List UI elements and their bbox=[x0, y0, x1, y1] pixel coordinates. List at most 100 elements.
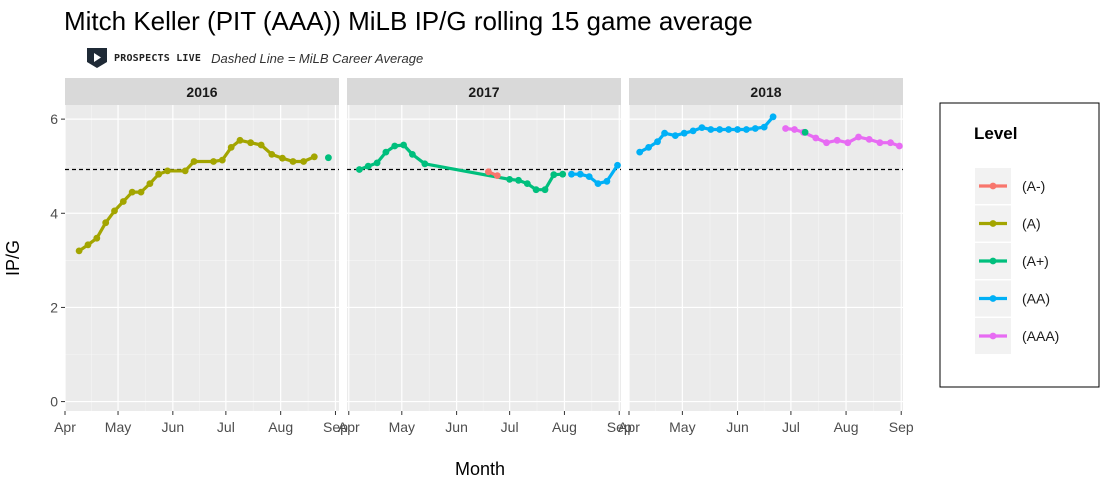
y-tick-label: 0 bbox=[50, 394, 58, 410]
x-tick-label: Sep bbox=[607, 419, 632, 435]
data-point-aplus bbox=[532, 186, 540, 194]
data-point-aa bbox=[645, 144, 652, 151]
legend-entry-label: (A+) bbox=[1022, 253, 1049, 269]
data-point-aa bbox=[585, 173, 593, 181]
x-tick-label: Jun bbox=[726, 419, 749, 435]
data-point-aa bbox=[743, 126, 750, 133]
legend-entry-aa: (AA) bbox=[975, 280, 1050, 317]
chart-subtitle: Dashed Line = MiLB Career Average bbox=[211, 50, 424, 66]
x-tick-label: Sep bbox=[323, 419, 348, 435]
facet-strip bbox=[347, 78, 621, 105]
data-point-aplus bbox=[541, 186, 549, 194]
data-point-aplus bbox=[515, 176, 522, 184]
x-axis-title: Month bbox=[455, 459, 505, 479]
panel-background bbox=[347, 105, 621, 411]
data-point-aa bbox=[576, 170, 584, 178]
x-tick-label: Jun bbox=[162, 419, 185, 435]
legend-entry-aaa: (AAA) bbox=[975, 318, 1059, 354]
data-point-aaa bbox=[887, 139, 894, 147]
data-point-aaa bbox=[812, 134, 820, 142]
legend-entry-label: (AA) bbox=[1022, 291, 1050, 307]
data-point-a bbox=[93, 234, 101, 242]
data-point-aa bbox=[751, 125, 759, 132]
data-point-a bbox=[310, 153, 318, 161]
data-point-aminus bbox=[493, 172, 501, 180]
legend: Level (A-) (A) (A+) (AA) (AAA) bbox=[939, 102, 1100, 388]
facet-panels: 2016 2017 2018 bbox=[64, 78, 903, 411]
series-aplus bbox=[801, 128, 809, 136]
data-point-aplus bbox=[391, 142, 399, 150]
x-tick-label: Aug bbox=[268, 419, 293, 435]
data-point-a bbox=[257, 141, 265, 149]
data-point-aminus bbox=[485, 168, 492, 176]
data-point-aplus bbox=[421, 160, 429, 168]
data-point-a bbox=[75, 247, 83, 255]
legend-key-point bbox=[989, 220, 997, 227]
data-point-a bbox=[210, 158, 217, 165]
data-point-aplus bbox=[325, 154, 332, 162]
data-point-aplus bbox=[373, 159, 381, 167]
data-point-a bbox=[279, 154, 286, 162]
data-point-aa bbox=[716, 126, 724, 133]
legend-entry-label: (AAA) bbox=[1022, 328, 1059, 344]
data-point-aplus bbox=[523, 180, 531, 188]
data-point-aa bbox=[725, 126, 732, 133]
data-point-aplus bbox=[550, 171, 558, 179]
data-point-aa bbox=[671, 132, 679, 140]
series-line-aa bbox=[638, 115, 775, 154]
data-point-aaa bbox=[865, 136, 873, 143]
legend-key-point bbox=[989, 295, 997, 302]
panel-background bbox=[65, 105, 339, 411]
prospects-live-logo-icon bbox=[87, 48, 107, 68]
legend-entry-aplus: (A+) bbox=[975, 243, 1049, 279]
data-point-aa bbox=[614, 161, 621, 169]
data-point-a bbox=[247, 139, 255, 147]
panel-background bbox=[629, 105, 903, 411]
legend-entry-label: (A-) bbox=[1022, 178, 1045, 194]
data-point-aa bbox=[707, 126, 715, 133]
legend-key-point bbox=[989, 257, 997, 265]
data-point-aplus bbox=[400, 141, 407, 149]
data-point-aaa bbox=[855, 133, 862, 141]
data-point-a bbox=[236, 136, 244, 144]
data-point-aaa bbox=[823, 139, 830, 147]
x-tick-label: Sep bbox=[889, 419, 914, 435]
data-point-aa bbox=[760, 123, 768, 131]
data-point-aplus bbox=[356, 166, 363, 173]
data-point-aaa bbox=[791, 126, 798, 133]
legend-key-point bbox=[989, 332, 997, 340]
x-tick-label: Apr bbox=[618, 419, 640, 435]
facet-panel-2017: 2017 bbox=[347, 78, 621, 411]
data-point-aaa bbox=[782, 125, 789, 132]
x-tick-label: Apr bbox=[54, 419, 76, 435]
series-aa bbox=[636, 113, 777, 156]
series-aa bbox=[568, 161, 621, 188]
facet-panel-2016: 2016 bbox=[64, 78, 339, 411]
series-aplus bbox=[325, 154, 332, 162]
x-tick-label: Aug bbox=[834, 419, 859, 435]
data-point-aaa bbox=[844, 139, 852, 147]
facet-panel-2018: 2018 bbox=[628, 78, 903, 411]
data-point-aa bbox=[636, 148, 644, 156]
x-tick-label: Jul bbox=[501, 419, 519, 435]
brand-name: PROSPECTS LIVE bbox=[114, 52, 202, 64]
data-point-a bbox=[155, 170, 163, 178]
data-point-a bbox=[102, 219, 110, 227]
data-point-aplus bbox=[382, 148, 390, 156]
data-point-a bbox=[227, 144, 235, 151]
data-point-aa bbox=[568, 170, 575, 178]
data-point-aa bbox=[698, 124, 706, 131]
data-point-a bbox=[137, 188, 145, 196]
legend-box bbox=[939, 102, 1100, 388]
legend-title: Level bbox=[974, 124, 1017, 143]
facet-strip-label: 2016 bbox=[186, 84, 217, 100]
data-point-a bbox=[181, 167, 189, 175]
data-point-a bbox=[218, 156, 226, 164]
data-point-aa bbox=[769, 113, 777, 121]
facet-strip bbox=[629, 78, 903, 105]
y-tick-label: 6 bbox=[50, 111, 58, 127]
legend-key-point bbox=[989, 182, 997, 190]
x-tick-label: May bbox=[105, 419, 131, 435]
series-a bbox=[75, 136, 318, 255]
